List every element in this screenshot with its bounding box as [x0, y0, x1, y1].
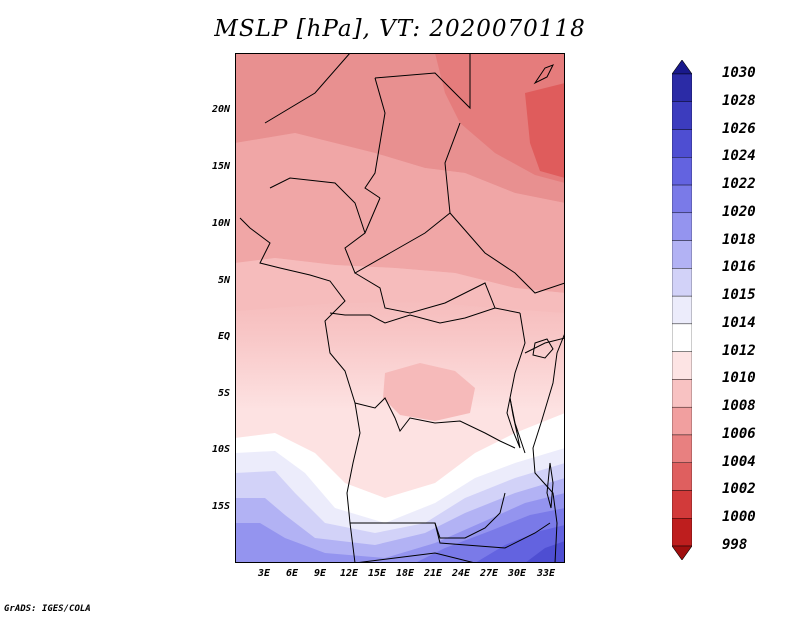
lon-label: 21E [423, 568, 443, 579]
border-north-3 [374, 53, 471, 110]
border-drc-south [354, 397, 516, 449]
colorbar-segment [672, 240, 692, 269]
colorbar-segment [672, 406, 692, 436]
colorbar-label: 1014 [722, 314, 756, 331]
colorbar-label: 998 [722, 537, 748, 553]
lake-victoria [532, 338, 554, 359]
lat-label: EQ [217, 331, 230, 342]
colorbar-segment [672, 295, 692, 325]
border-tanzania [524, 337, 565, 354]
lake-tanganyika [506, 397, 521, 449]
colorbar-segment [672, 490, 692, 519]
colorbar-label: 1030 [722, 65, 756, 81]
colorbar-segment [672, 212, 692, 241]
lon-label: 6E [285, 568, 299, 579]
colorbar-segment [672, 73, 692, 102]
lon-label: 3E [257, 568, 271, 579]
colorbar-segment [672, 323, 692, 352]
colorbar-segment [672, 518, 692, 547]
contour-1004-region [435, 53, 565, 183]
border-car [354, 272, 496, 314]
colorbar-label: 1004 [722, 453, 756, 470]
lat-label: 5N [217, 275, 230, 286]
east-coastline [532, 332, 565, 563]
colorbar-bottom-arrow [672, 545, 692, 560]
colorbar-label: 1022 [722, 176, 756, 193]
contour-1010-band [235, 258, 565, 313]
lat-label: 10S [211, 444, 230, 455]
colorbar-top-arrow [672, 60, 692, 75]
colorbar-segment [672, 268, 692, 297]
map-canvas [235, 53, 565, 563]
border-nigeria [269, 177, 366, 234]
colorbar-segment [672, 184, 692, 214]
red-sea-coast [533, 64, 555, 85]
lat-label: 20N [211, 104, 230, 115]
west-coastline [239, 217, 361, 563]
colorbar-label: 1010 [722, 370, 756, 387]
colorbar-label: 1012 [722, 342, 756, 359]
coastlines-borders [239, 53, 565, 563]
colorbar-label: 1028 [722, 92, 756, 109]
map-frame [235, 53, 565, 563]
lon-label: 12E [339, 568, 359, 579]
colorbar-segment [672, 101, 692, 130]
colorbar-label: 1000 [722, 509, 756, 526]
lake-malawi [546, 462, 554, 509]
colorbar-label: 1008 [722, 398, 756, 415]
map-title: MSLP [hPa], VT: 2020070118 [214, 16, 586, 42]
contour-1002-region [525, 83, 565, 178]
lat-label: 15N [211, 161, 230, 172]
lon-label: 18E [395, 568, 415, 579]
colorbar-segment [672, 434, 692, 463]
border-drc-north [329, 307, 521, 324]
colorbar-label: 1020 [722, 203, 756, 220]
border-drc-east [509, 312, 526, 454]
border-north-1 [264, 53, 351, 124]
lon-label: 9E [313, 568, 327, 579]
contour-1008-band [235, 133, 565, 293]
border-north-2 [364, 77, 386, 199]
border-zambia [434, 522, 551, 549]
colorbar-label: 1026 [722, 120, 756, 137]
border-angola [350, 492, 506, 539]
colorbar-segment [672, 351, 692, 380]
colorbar-label: 1015 [722, 287, 756, 304]
colorbar-legend: 1030 1028 1026 1024 1022 1020 1018 1016 1015 1014… [672, 60, 756, 560]
colorbar-label: 1018 [722, 231, 756, 248]
lat-label: 10N [211, 218, 230, 229]
colorbar-segment [672, 379, 692, 408]
pressure-map [235, 53, 565, 563]
lon-label: 15E [367, 568, 387, 579]
lon-label: 30E [507, 568, 527, 579]
congo-low-region [383, 363, 475, 421]
border-sudan [444, 122, 565, 294]
footer-credit: GrADS: IGES/COLA [4, 604, 91, 614]
border-south [354, 552, 476, 563]
colorbar-label: 1024 [722, 148, 756, 165]
lat-label: 5S [217, 388, 230, 399]
colorbar [672, 60, 692, 560]
colorbar-segment [672, 129, 692, 158]
colorbar-segment [672, 157, 692, 186]
colorbar-segment [672, 462, 692, 491]
lat-label: 15S [211, 501, 230, 512]
colorbar-label: 1002 [722, 481, 756, 498]
colorbar-label: 1006 [722, 425, 756, 442]
lon-label: 27E [479, 568, 499, 579]
colorbar-label: 1016 [722, 259, 756, 276]
lon-label: 33E [536, 568, 556, 579]
lon-label: 24E [451, 568, 471, 579]
